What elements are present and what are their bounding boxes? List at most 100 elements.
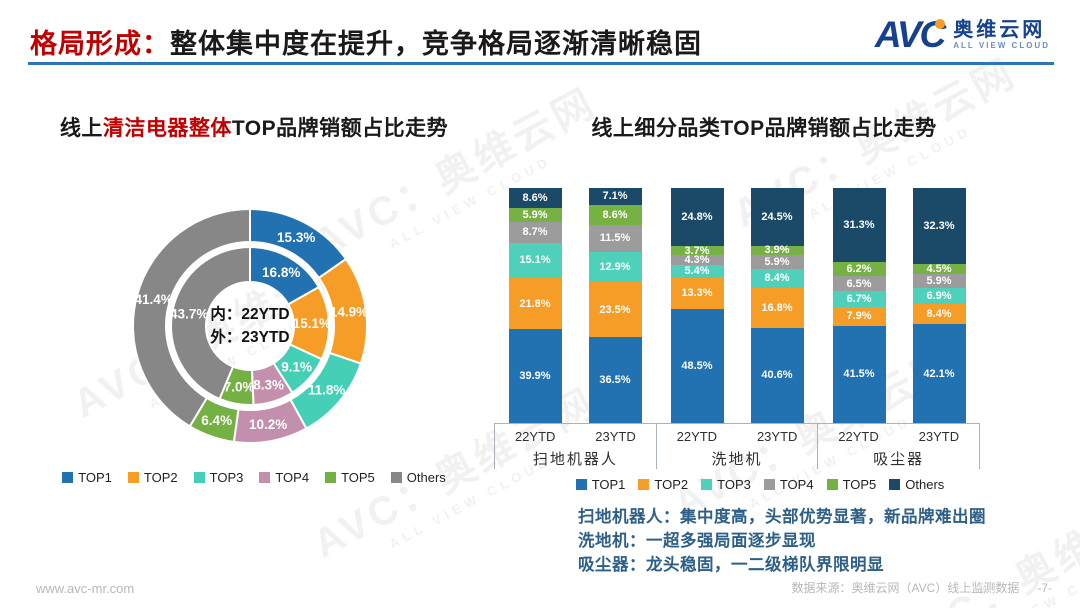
axis-tick-扫地机器人-22YTD: 22YTD [514,429,556,444]
legend-label: TOP2 [143,470,178,485]
legend-swatch-TOP2 [127,472,139,483]
bar-segment-value: 40.6% [761,369,793,382]
title-underline [28,62,1054,65]
axis-tick-洗地机-23YTD: 23YTD [756,429,798,444]
bar-group-洗地机: 48.5% 13.3% 5.4% 4.3% 3.7% 24.8% 40.6% 16.8% 8.4… [656,188,818,423]
legend-item-TOP2: TOP2 [638,477,688,492]
bar-吸尘器-23YTD: 42.1% 8.4% 6.9% 5.9% 4.5% 32.3% [912,188,966,423]
bar-segment-吸尘器-22YTD-Others: 31.3% [832,188,886,262]
bar-segment-value: 7.1% [602,190,628,203]
bar-segment-value: 21.8% [519,297,551,310]
legend-swatch-Others [390,472,402,483]
donut-title-emphasis: 清洁电器整体 [102,117,232,140]
bar-segment-value: 8.7% [522,226,548,239]
legend-label: Others [905,477,945,492]
bar-segment-吸尘器-22YTD-TOP2: 7.9% [832,307,886,326]
bar-segment-value: 6.5% [846,277,872,290]
bar-segment-吸尘器-23YTD-TOP4: 5.9% [912,274,966,289]
avc-logo-name: 奥维云网 [953,19,1046,41]
axis-category-吸尘器: 吸尘器 [873,451,925,468]
legend-swatch-TOP5 [826,479,838,490]
donut-value-22YTD-TOP5: 7.0% [224,380,255,395]
avc-logo-mark: AVC [874,14,946,55]
bar-group-扫地机器人: 39.9% 21.8% 15.1% 8.7% 5.9% 8.6% 36.5% 23.5% 12.… [494,188,656,423]
bar-segment-value: 11.5% [599,232,631,245]
bar-segment-value: 6.2% [846,262,872,275]
legend-swatch-TOP3 [701,479,713,490]
bar-segment-洗地机-23YTD-TOP5: 3.9% [750,244,804,257]
bar-segment-吸尘器-22YTD-TOP3: 6.7% [832,291,886,308]
bar-segment-洗地机-22YTD-TOP3: 5.4% [670,265,724,278]
legend-label: TOP1 [78,470,112,485]
donut-title-pre: 线上 [59,117,103,140]
bar-segment-扫地机器人-22YTD-TOP1: 39.9% [508,329,562,423]
donut-value-23YTD-TOP2: 14.9% [330,304,368,319]
page-title: 格局形成：整体集中度在提升，竞争格局逐渐清晰稳固 [30,22,702,61]
bar-segment-value: 6.7% [846,293,872,306]
bar-segment-扫地机器人-23YTD-TOP5: 8.6% [588,204,642,225]
donut-value-23YTD-TOP4: 10.2% [249,417,287,432]
nested-donut-chart: 16.8% 15.1% 9.1% 8.3%7.0% 43.7% 15.3% 14.9% 11.… [132,207,368,444]
bar-segment-value: 5.4% [684,265,710,278]
bar-洗地机-22YTD: 48.5% 13.3% 5.4% 4.3% 3.7% 24.8% [670,188,724,423]
bar-chart-legend: TOP1 TOP2 TOP3 TOP4 TOP5 Others [530,477,990,492]
axis-group-扫地机器人: 22YTD 23YTD 扫地机器人 [494,424,656,469]
bar-segment-value: 31.3% [843,218,875,231]
bar-segment-洗地机-22YTD-TOP2: 13.3% [670,277,724,310]
axis-group-吸尘器: 22YTD 23YTD 吸尘器 [817,424,981,469]
bar-segment-吸尘器-23YTD-TOP2: 8.4% [912,304,966,325]
axis-tick-row: 22YTD 23YTD [657,424,818,445]
bar-segment-吸尘器-23YTD-Others: 32.3% [912,188,966,264]
donut-value-23YTD-TOP5: 6.4% [201,413,232,428]
bar-group-吸尘器: 41.5% 7.9% 6.7% 6.5% 6.2% 31.3% 42.1% 8.4% 6.9% 5… [818,188,980,423]
bar-segment-value: 24.8% [681,211,713,224]
axis-group-洗地机: 22YTD 23YTD 洗地机 [655,424,818,469]
donut-segment-22YTD-Others [170,245,251,401]
legend-swatch-TOP4 [259,472,271,483]
axis-tick-吸尘器-22YTD: 22YTD [838,429,879,444]
bar-segment-value: 4.5% [926,263,952,276]
donut-title-post: TOP品牌销额占比走势 [231,117,449,140]
legend-item-TOP5: TOP5 [325,470,375,485]
legend-label: TOP5 [341,470,375,485]
bar-segment-value: 23.5% [599,303,631,316]
bar-segment-value: 3.9% [764,244,790,257]
note-vacuum-cleaner: 吸尘器：龙头稳固，一二级梯队界限明显 [578,556,884,574]
bar-segment-吸尘器-23YTD-TOP5: 4.5% [912,263,966,276]
donut-center-outer-label: 外：23YTD [210,329,290,346]
legend-item-TOP4: TOP4 [763,477,814,492]
legend-swatch-TOP3 [193,472,205,483]
footer-source: 数据来源：奥维云网（AVC）线上监测数据 -7- [792,579,1052,596]
bar-segment-value: 5.9% [522,209,548,222]
note-robot-vacuum: 扫地机器人：集中度高，头部优势显著，新品牌难出圈 [578,508,986,526]
footer-website: www.avc-mr.com [36,581,135,596]
bar-segment-扫地机器人-22YTD-TOP5: 5.9% [508,208,562,223]
legend-swatch-TOP4 [763,479,775,490]
legend-label: TOP3 [717,477,751,492]
avc-logo-tagline: ALL VIEW CLOUD [953,41,1050,50]
bar-segment-扫地机器人-23YTD-TOP4: 11.5% [588,224,642,252]
legend-label: Others [406,470,446,485]
axis-tick-吸尘器-23YTD: 23YTD [918,429,960,444]
bar-segment-扫地机器人-22YTD-TOP4: 8.7% [508,222,562,243]
bar-segment-吸尘器-23YTD-TOP1: 42.1% [912,324,966,423]
bar-segment-value: 32.3% [923,219,955,232]
donut-value-22YTD-TOP2: 15.1% [293,316,331,331]
donut-center-inner-label: 内：22YTD [210,306,290,323]
donut-legend: TOP1 TOP2 TOP3 TOP4 TOP5 Others [38,470,470,485]
donut-value-22YTD-TOP3: 9.1% [281,359,312,374]
bar-segment-扫地机器人-23YTD-TOP1: 36.5% [588,337,642,423]
axis-tick-扫地机器人-23YTD: 23YTD [595,429,636,444]
page-title-text: 整体集中度在提升，竞争格局逐渐清晰稳固 [170,29,702,59]
bar-segment-洗地机-23YTD-TOP4: 5.9% [750,254,804,269]
bar-segment-value: 13.3% [681,287,713,300]
bar-segment-扫地机器人-23YTD-TOP3: 12.9% [588,251,642,283]
bar-segment-洗地机-22YTD-TOP4: 4.3% [670,254,724,266]
bar-chart-axis: 22YTD 23YTD 扫地机器人 22YTD 23YTD 洗地机 22YTD 23YTD 吸尘… [494,423,981,469]
bar-segment-扫地机器人-22YTD-Others: 8.6% [508,188,562,209]
avc-logo-text: 奥维云网 ALL VIEW CLOUD [953,19,1050,50]
bar-segment-洗地机-23YTD-TOP3: 8.4% [750,268,804,289]
bar-segment-吸尘器-22YTD-TOP4: 6.5% [832,276,886,292]
bar-segment-value: 16.8% [761,301,793,314]
